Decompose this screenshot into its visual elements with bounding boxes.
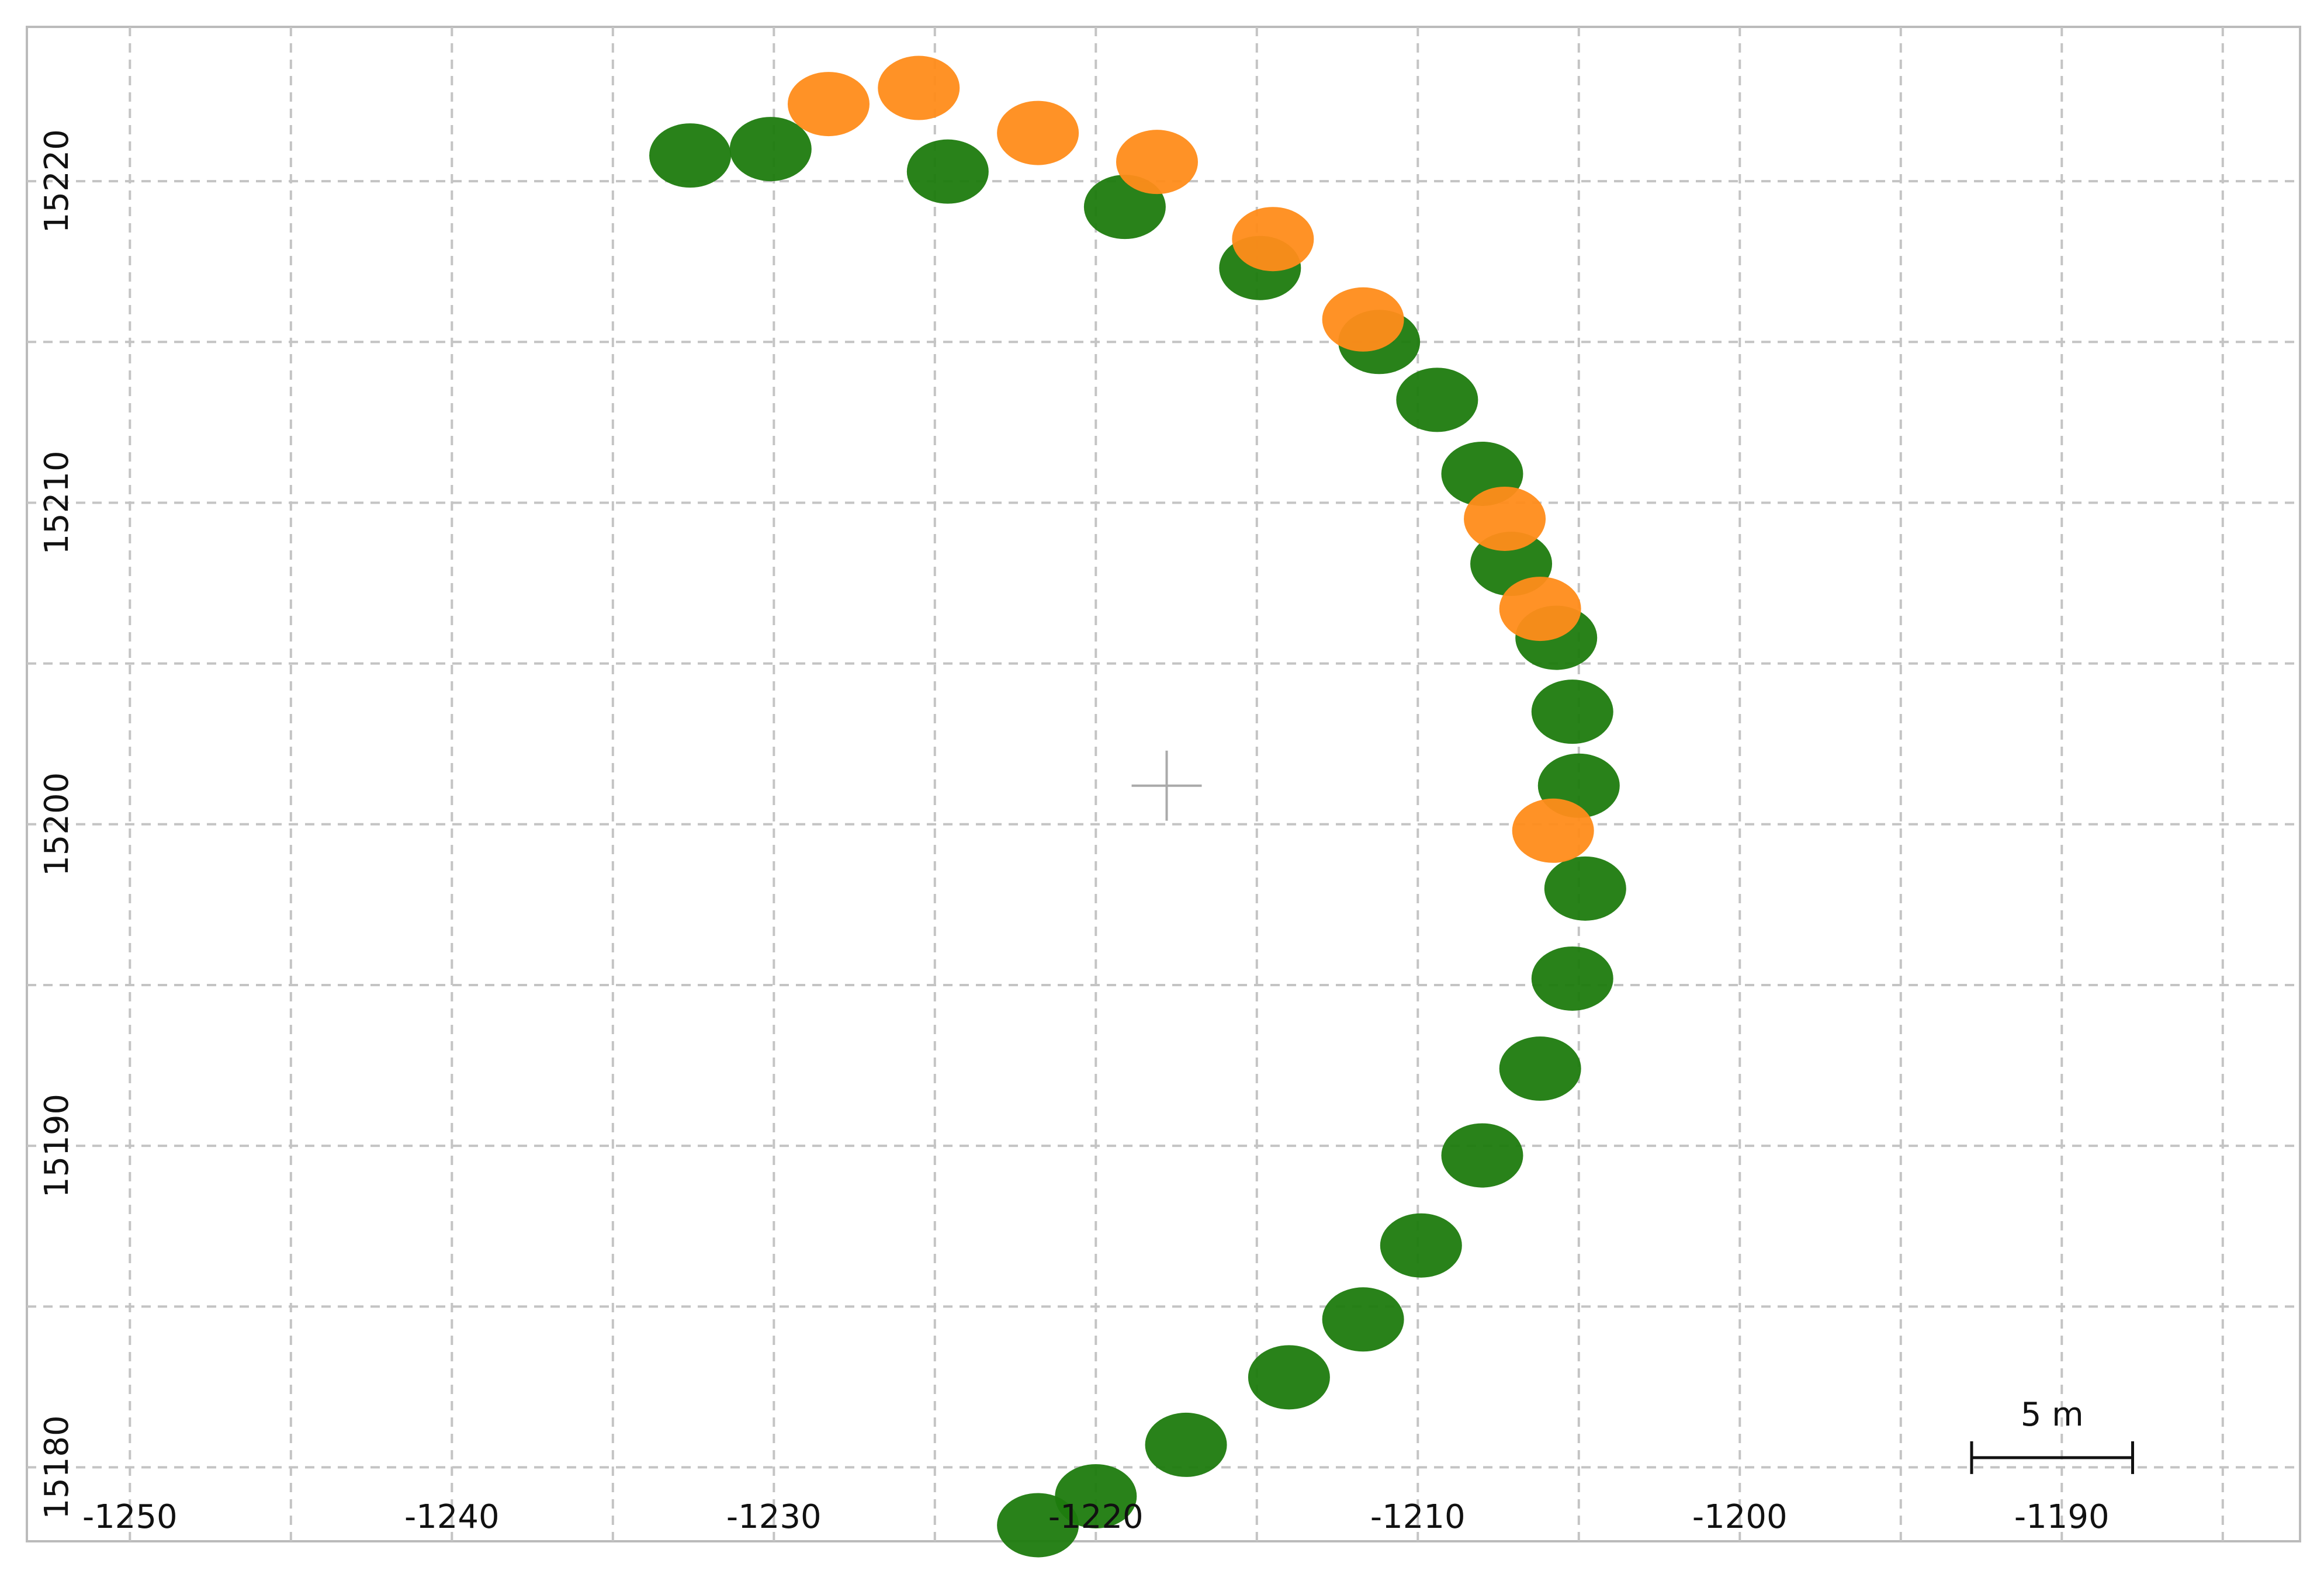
data-point — [1531, 946, 1613, 1011]
data-point — [729, 117, 812, 182]
data-point — [997, 1493, 1079, 1558]
data-point — [1531, 679, 1613, 744]
data-point — [1380, 1213, 1462, 1278]
data-point — [1116, 130, 1198, 195]
data-point — [787, 72, 870, 137]
x-tick-label: -1220 — [1048, 1498, 1144, 1536]
y-tick-label: 15200 — [38, 772, 76, 876]
x-tick-label: -1200 — [1692, 1498, 1788, 1536]
scale-bar-label: 5 m — [2021, 1396, 2084, 1434]
data-point — [878, 56, 960, 120]
y-tick-label: 15180 — [38, 1415, 76, 1519]
data-point — [906, 139, 989, 204]
data-point — [1499, 577, 1581, 642]
data-point — [997, 100, 1079, 165]
data-point — [1441, 1123, 1523, 1188]
y-tick-label: 15190 — [38, 1094, 76, 1198]
data-point — [1145, 1412, 1227, 1477]
data-point — [1512, 798, 1594, 863]
data-point — [1396, 368, 1478, 432]
plot-frame — [26, 26, 2301, 1542]
data-point — [1248, 1345, 1330, 1410]
x-tick-label: -1230 — [726, 1498, 822, 1536]
data-point — [1322, 287, 1404, 352]
data-point — [1499, 1036, 1581, 1101]
data-point — [1322, 1287, 1404, 1352]
x-tick-label: -1250 — [82, 1498, 178, 1536]
y-tick-label: 15210 — [38, 450, 76, 554]
x-tick-label: -1190 — [2014, 1498, 2110, 1536]
data-point — [1464, 486, 1546, 551]
data-point — [1232, 207, 1314, 272]
data-point — [1544, 856, 1626, 921]
x-tick-label: -1240 — [404, 1498, 500, 1536]
y-tick-label: 15220 — [38, 129, 76, 233]
data-point — [1055, 1464, 1137, 1528]
x-tick-label: -1210 — [1370, 1498, 1466, 1536]
data-point — [649, 123, 732, 188]
